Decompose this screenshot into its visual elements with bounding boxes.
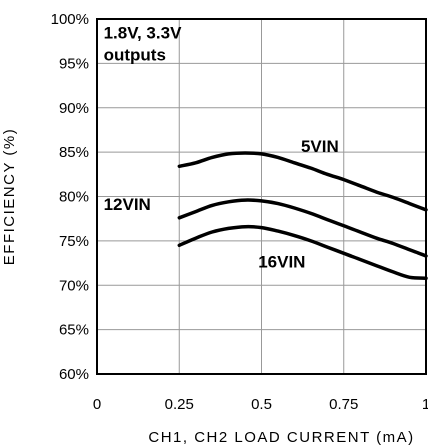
x-tick-label: 0.5 (251, 396, 272, 413)
y-axis-title: EFFICIENCY (%) (1, 128, 18, 265)
y-tick-label: 90% (59, 100, 89, 117)
y-tick-label: 85% (59, 144, 89, 161)
annotation-label: outputs (104, 46, 166, 65)
y-tick-label: 65% (59, 322, 89, 339)
y-tick-label: 75% (59, 233, 89, 250)
y-tick-label: 95% (59, 55, 89, 72)
series-line-5vin (177, 151, 428, 212)
annotation-label: 12VIN (104, 195, 151, 214)
series-lines (177, 151, 428, 280)
x-tick-label: 0.75 (329, 396, 358, 413)
plot-frame (96, 18, 427, 375)
series-line-12vin (177, 198, 428, 258)
x-tick-label: 0 (93, 396, 101, 413)
y-tick-label: 80% (59, 189, 89, 206)
x-tick-label: 0.25 (165, 396, 194, 413)
annotation-label: 16VIN (258, 253, 305, 272)
y-tick-labels: 60% 65% 70% 75% 80% 85% 90% 95% 100% (51, 11, 89, 383)
annotation-label: 5VIN (301, 137, 339, 156)
y-tick-label: 100% (51, 11, 89, 28)
series-line-16vin (177, 224, 428, 280)
x-tick-label: 1 (422, 396, 428, 413)
y-tick-label: 60% (59, 366, 89, 383)
annotations: 1.8V, 3.3V outputs 5VIN 12VIN 16VIN (104, 24, 339, 272)
annotation-label: 1.8V, 3.3V (104, 24, 182, 43)
x-tick-labels: 0 0.25 0.5 0.75 1 (93, 396, 428, 413)
y-tick-label: 70% (59, 277, 89, 294)
x-axis-title: CH1, CH2 LOAD CURRENT (mA) (148, 429, 414, 446)
